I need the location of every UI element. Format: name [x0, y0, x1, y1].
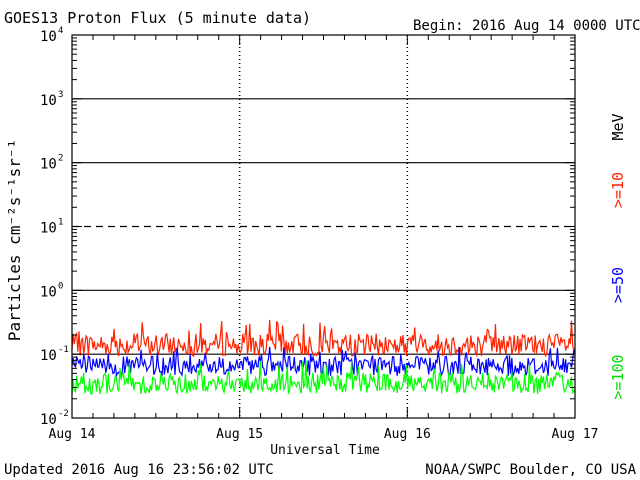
y-tick-label: 10 0 — [40, 281, 63, 300]
series-line-1 — [71, 319, 576, 358]
y-tick-exponent: -1 — [58, 345, 69, 355]
y-tick-exponent: 0 — [58, 281, 63, 291]
y-tick-base: 10 — [40, 221, 57, 237]
source-label: NOAA/SWPC Boulder, CO USA — [425, 462, 636, 478]
y-tick-exponent: 3 — [58, 90, 63, 100]
legend-series-3: >=100 — [609, 354, 627, 399]
legend: MeV >=10 >=50 >=100 — [609, 113, 627, 399]
units-label: MeV — [609, 113, 627, 140]
y-tick-label: 10 -2 — [40, 409, 69, 428]
series-line-3 — [71, 360, 576, 396]
updated-timestamp: Updated 2016 Aug 16 23:56:02 UTC — [4, 462, 274, 478]
x-tick-label: Aug 16 — [384, 427, 431, 442]
chart-title: GOES13 Proton Flux (5 minute data) — [4, 9, 311, 27]
x-tick-label: Aug 17 — [552, 427, 599, 442]
x-tick-label: Aug 14 — [49, 427, 96, 442]
y-tick-exponent: 2 — [58, 154, 63, 164]
y-axis-label: Particles cm⁻²s⁻¹sr⁻¹ — [5, 139, 24, 341]
x-tick-label: Aug 15 — [216, 427, 263, 442]
y-tick-label: 10 2 — [40, 154, 63, 173]
y-tick-base: 10 — [40, 412, 57, 428]
y-tick-exponent: -2 — [58, 409, 69, 419]
series-line-2 — [71, 346, 576, 379]
y-tick-label: 10 3 — [40, 90, 63, 109]
y-tick-label: 10 -1 — [40, 345, 69, 364]
data-series — [71, 319, 576, 396]
y-tick-label: 10 4 — [40, 26, 63, 45]
y-tick-base: 10 — [40, 348, 57, 364]
y-tick-base: 10 — [40, 157, 57, 173]
grid-lines — [72, 35, 575, 418]
y-tick-exponent: 4 — [58, 26, 63, 36]
y-tick-base: 10 — [40, 29, 57, 45]
y-tick-exponent: 1 — [58, 218, 63, 228]
x-axis-label: Universal Time — [270, 443, 380, 458]
legend-series-2: >=50 — [609, 267, 627, 303]
y-tick-label: 10 1 — [40, 218, 63, 237]
begin-label: Begin: 2016 Aug 14 0000 UTC — [413, 18, 640, 34]
y-tick-base: 10 — [40, 93, 57, 109]
legend-series-1: >=10 — [609, 172, 627, 208]
y-tick-base: 10 — [40, 284, 57, 300]
